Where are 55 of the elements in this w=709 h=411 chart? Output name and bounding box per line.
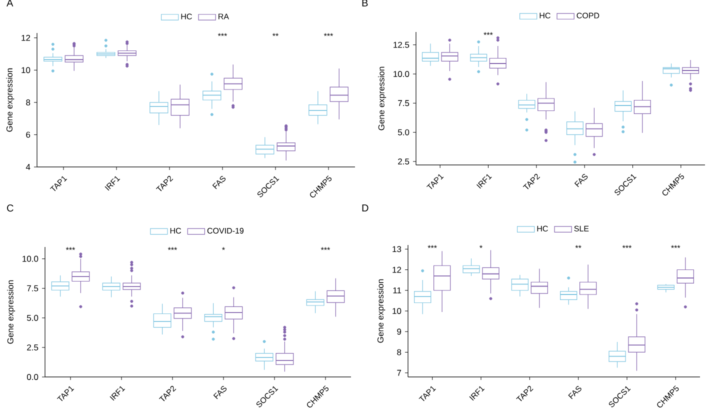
y-tick-label: 2.5 [27,344,38,350]
y-axis-title: Gene expression [378,66,386,130]
y-tick-label: 8 [397,349,402,356]
y-axis-title: Gene expression [377,279,386,343]
y-axis-title: Gene expression [6,68,14,132]
y-tick-label: 13 [392,246,402,252]
x-tick-label: FAS [213,386,227,400]
annotation: *** [320,247,330,250]
y-axis-title: Gene expression [7,280,16,344]
y-tick-label: 10 [22,67,30,74]
y-tick-label: 5.0 [398,129,410,136]
annotation: ** [575,245,582,248]
annotation: * [480,245,482,248]
chart-title: B [362,0,368,6]
y-tick-label: 12 [22,34,30,41]
legend-label: RA [218,14,229,20]
annotation: *** [671,245,680,248]
x-tick-label: FAS [568,386,582,400]
annotation: *** [622,245,632,248]
y-tick-label: 7.5 [27,285,38,292]
y-tick-label: 7.5 [398,100,410,106]
y-tick-label: 12.5 [394,42,410,48]
legend-label: HC [537,226,548,232]
y-tick-label: 2.5 [398,158,410,164]
y-tick-label: 9 [397,328,402,335]
y-tick-label: 0.0 [26,374,38,380]
annotation: ** [272,33,278,36]
y-tick-label: 6 [26,132,30,138]
legend-label: COPD [576,12,600,18]
y-tick-label: 10.0 [394,70,410,77]
annotation: *** [484,32,493,35]
y-tick-label: 12 [392,266,402,273]
y-tick-label: 10 [392,308,402,314]
annotation: *** [66,247,76,250]
y-tick-label: 5.0 [27,314,38,321]
legend-label: SLE [574,226,589,232]
legend-label: HC [540,12,550,18]
y-tick-label: 8 [26,99,30,106]
annotation: * [222,247,225,250]
chart-title: A [6,0,14,6]
annotation: *** [324,33,334,36]
annotation: *** [168,247,178,250]
y-tick-label: 4 [26,164,30,170]
chart-title: C [7,204,14,212]
legend-label: HC [181,14,192,20]
x-tick-label: FAS [212,176,226,190]
y-tick-label: 10.0 [22,256,38,262]
y-tick-label: 11 [393,287,402,294]
legend-label: COVID-19 [207,228,244,234]
legend-label: HC [170,228,182,234]
y-tick-label: 7 [397,370,402,376]
x-tick-label: FAS [574,174,588,188]
chart-title: D [362,204,368,212]
annotation: *** [428,245,437,248]
annotation: *** [218,33,228,36]
